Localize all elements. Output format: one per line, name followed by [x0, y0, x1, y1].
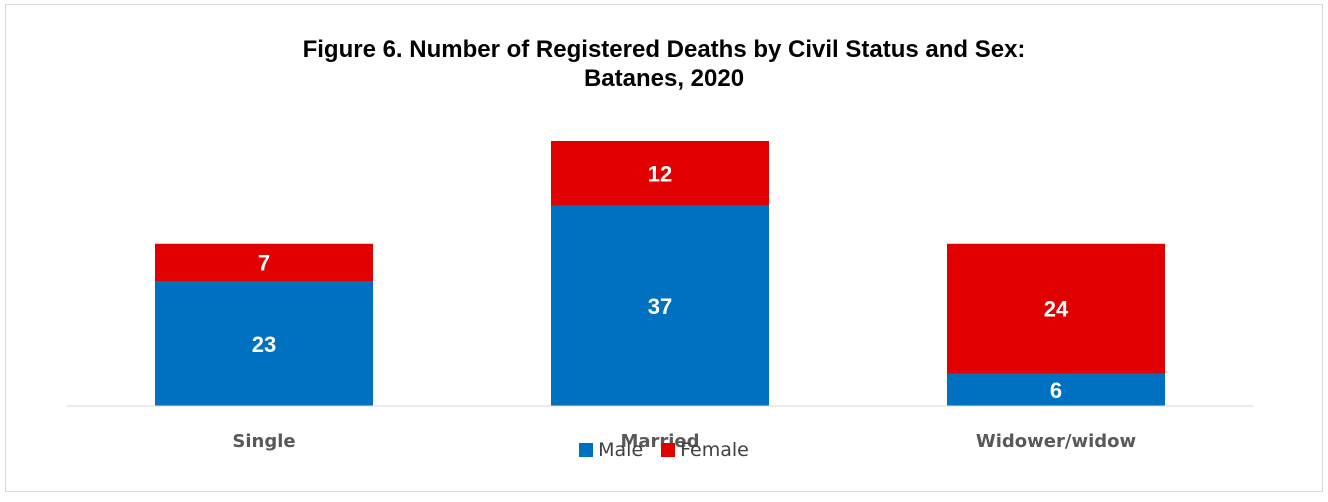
- chart-title-line-2: Batanes, 2020: [583, 65, 745, 92]
- category-label-2: Married: [620, 431, 699, 452]
- bar-male-1: [155, 281, 373, 406]
- bar-male-3: [947, 373, 1165, 406]
- legend-item-male: Male: [579, 439, 643, 461]
- data-label-female-2: 12: [648, 161, 672, 186]
- legend-swatch-male: [579, 443, 594, 457]
- legend-swatch-female: [661, 443, 676, 457]
- bar-male-2: [551, 205, 769, 406]
- category-label-1: Single: [232, 431, 295, 452]
- data-label-male-2: 37: [648, 294, 672, 319]
- bar-female-1: [155, 243, 373, 282]
- data-label-female-1: 7: [258, 251, 270, 276]
- chart-plot: 23 7 Single 37 12 Married 6 24 Widower/widow: [66, 141, 1254, 452]
- chart-legend: Male Female: [6, 439, 1322, 461]
- data-label-male-1: 23: [252, 332, 276, 357]
- chart-title: Figure 6. Number of Registered Deaths by…: [6, 35, 1322, 93]
- bar-female-3: [947, 243, 1165, 374]
- data-label-male-3: 6: [1050, 378, 1062, 403]
- chart-title-line-1: Figure 6. Number of Registered Deaths by…: [302, 36, 1026, 63]
- data-label-female-3: 24: [1044, 297, 1069, 322]
- bar-female-2: [551, 141, 769, 206]
- legend-label-female: Female: [680, 439, 749, 461]
- chart-frame: Figure 6. Number of Registered Deaths by…: [5, 4, 1323, 492]
- legend-item-female: Female: [661, 439, 749, 461]
- legend-label-male: Male: [598, 439, 644, 461]
- category-label-3: Widower/widow: [976, 431, 1136, 452]
